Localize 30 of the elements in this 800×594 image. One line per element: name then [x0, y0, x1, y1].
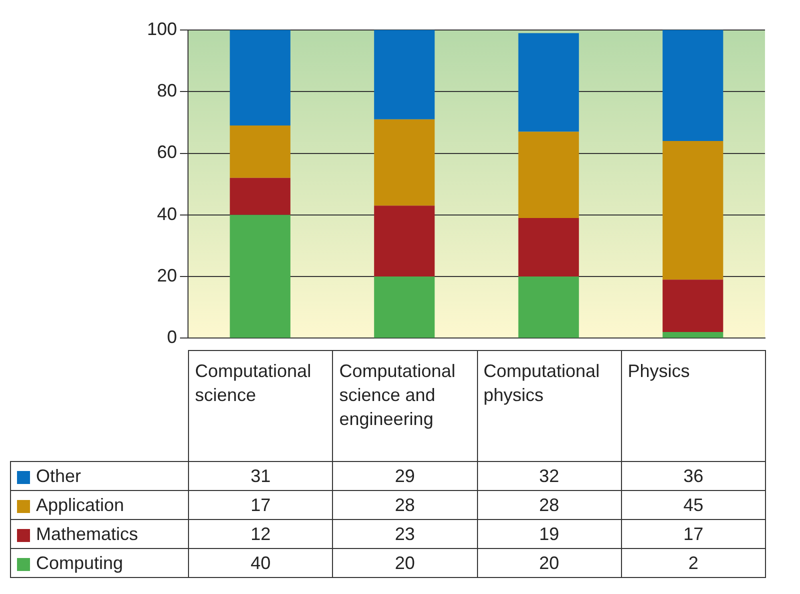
x-tick-label: Computational science — [188, 350, 333, 462]
data-label: 12 — [188, 520, 333, 548]
data-label: 20 — [477, 548, 622, 578]
data-label: 31 — [188, 462, 333, 490]
y-tick-label: 40 — [156, 204, 177, 224]
y-tick-label: 80 — [156, 80, 177, 101]
y-tick-label: 0 — [166, 327, 177, 348]
data-label: 29 — [332, 462, 477, 490]
legend-label: Other — [36, 466, 82, 486]
data-label: 2 — [621, 548, 766, 578]
data-label: 45 — [621, 490, 766, 520]
y-tick-label: 20 — [156, 266, 177, 286]
data-label: 17 — [188, 490, 333, 520]
data-label: 20 — [332, 548, 477, 578]
y-tick-label: 60 — [156, 142, 177, 162]
x-tick-label: Physics — [621, 350, 766, 462]
legend-label: Application — [36, 495, 124, 515]
y-tick-label: 100 — [146, 18, 177, 39]
x-tick-label: Computational physics — [477, 350, 622, 462]
legend-label: Computing — [36, 553, 124, 573]
data-label: 32 — [477, 462, 622, 490]
data-label: 17 — [621, 520, 766, 548]
data-label: 36 — [621, 462, 766, 490]
data-label: 40 — [188, 548, 333, 578]
x-tick-label: Computational science and engineering — [332, 350, 477, 462]
data-label: 28 — [477, 490, 622, 520]
data-label: 23 — [332, 520, 477, 548]
data-label: 19 — [477, 520, 622, 548]
data-label: 28 — [332, 490, 477, 520]
legend-label: Mathematics — [36, 524, 138, 544]
